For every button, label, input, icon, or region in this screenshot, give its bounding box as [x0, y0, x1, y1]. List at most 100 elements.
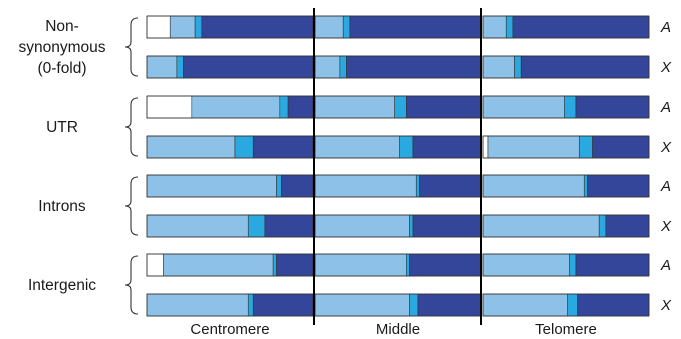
bar-segment-r3-c2-s0 — [482, 135, 489, 159]
bar-segment-r0-c0-s3 — [201, 15, 314, 39]
bar-segment-r0-c1-s3 — [349, 15, 482, 39]
column-label-1: Middle — [376, 321, 420, 338]
bar-segment-r4-c1-s3 — [419, 174, 482, 198]
bar-outline-r6-c2 — [482, 253, 650, 277]
bar-segment-r4-c2-s1 — [482, 174, 585, 198]
bar-segment-r7-c1-s3 — [417, 293, 482, 317]
bar-segment-r1-c0-s1 — [146, 55, 178, 79]
bar-outline-r0-c2 — [482, 15, 650, 39]
bar-segment-r1-c2-s2 — [514, 55, 522, 79]
bar-segment-r2-c2-s3 — [575, 95, 650, 119]
bar-segment-r7-c2-s1 — [482, 293, 568, 317]
bar-segment-r0-c1-s2 — [342, 15, 351, 39]
bar-segment-r4-c0-s3 — [281, 174, 314, 198]
bar-segment-r2-c1-s3 — [405, 95, 482, 119]
bar-segment-r6-c0-s1 — [163, 253, 274, 277]
bar-segment-r5-c0-s1 — [146, 214, 249, 238]
bar-segment-r6-c2-s3 — [575, 253, 650, 277]
bar-segment-r2-c2-s2 — [564, 95, 577, 119]
brace-0 — [124, 17, 139, 77]
group-label-3-line-0: Intergenic — [28, 277, 96, 294]
bar-segment-r6-c0-s2 — [272, 253, 277, 277]
bar-segment-r4-c0-s1 — [146, 174, 277, 198]
bar-outline-r5-c2 — [482, 214, 650, 238]
bar-segment-r7-c0-s2 — [247, 293, 254, 317]
bar-segment-r2-c0-s0 — [146, 95, 193, 119]
row-label-3: X — [660, 139, 672, 156]
bar-segment-r0-c2-s3 — [512, 15, 650, 39]
bar-segment-r3-c1-s1 — [314, 135, 400, 159]
bar-segment-r4-c1-s2 — [415, 174, 420, 198]
bar-segment-r2-c0-s1 — [191, 95, 281, 119]
bar-outline-r4-c2 — [482, 174, 650, 198]
bars-layer — [146, 15, 650, 317]
group-braces — [124, 17, 139, 315]
bar-segment-r0-c0-s0 — [146, 15, 171, 39]
bar-segment-r3-c2-s1 — [487, 135, 580, 159]
row-label-0: A — [660, 19, 671, 36]
bar-segment-r1-c0-s2 — [176, 55, 184, 79]
bar-segment-r2-c1-s1 — [314, 95, 395, 119]
group-label-1-line-0: UTR — [46, 119, 78, 136]
bar-segment-r5-c2-s3 — [605, 214, 650, 238]
bar-outline-r2-c2 — [482, 95, 650, 119]
bar-segment-r7-c0-s1 — [146, 293, 249, 317]
bar-segment-r6-c1-s2 — [405, 253, 410, 277]
brace-3 — [124, 255, 139, 315]
row-label-5: X — [660, 218, 672, 235]
bar-segment-r3-c0-s2 — [234, 135, 254, 159]
row-label-4: A — [660, 178, 671, 195]
bar-segment-r3-c2-s2 — [578, 135, 593, 159]
group-label-0-line-0: Non- — [45, 18, 79, 35]
column-label-2: Telomere — [535, 321, 597, 338]
bar-outline-r1-c2 — [482, 55, 650, 79]
bar-outline-r3-c2 — [482, 135, 650, 159]
row-label-2: A — [660, 99, 671, 116]
bar-segment-r3-c1-s2 — [399, 135, 414, 159]
labels-layer: Non-synonymous (0-fold) UTR Introns Intergen… — [18, 18, 672, 338]
bar-segment-r2-c0-s2 — [279, 95, 289, 119]
bar-segment-r1-c1-s2 — [339, 55, 347, 79]
bar-segment-r4-c2-s3 — [587, 174, 650, 198]
bar-segment-r0-c1-s1 — [314, 15, 344, 39]
bar-segment-r7-c1-s2 — [409, 293, 419, 317]
bar-segment-r3-c0-s3 — [252, 135, 314, 159]
bar-segment-r0-c2-s1 — [482, 15, 507, 39]
bar-segment-r1-c0-s3 — [183, 55, 314, 79]
bar-segment-r0-c2-s2 — [505, 15, 514, 39]
group-label-2-line-0: Introns — [38, 198, 86, 215]
bar-segment-r5-c1-s2 — [409, 214, 414, 238]
bar-outline-r7-c2 — [482, 293, 650, 317]
bar-segment-r5-c1-s1 — [314, 214, 410, 238]
bar-segment-r4-c0-s2 — [276, 174, 282, 198]
brace-1 — [124, 97, 139, 157]
bar-segment-r1-c1-s3 — [346, 55, 482, 79]
bar-segment-r5-c0-s2 — [247, 214, 266, 238]
bar-segment-r6-c1-s1 — [314, 253, 407, 277]
bar-segment-r0-c0-s2 — [194, 15, 203, 39]
bar-segment-r4-c2-s2 — [583, 174, 588, 198]
bar-segment-r6-c0-s0 — [146, 253, 164, 277]
bar-segment-r4-c1-s1 — [314, 174, 417, 198]
bar-segment-r3-c0-s1 — [146, 135, 236, 159]
brace-2 — [124, 176, 139, 236]
column-label-0: Centromere — [190, 321, 269, 338]
bar-segment-r3-c2-s3 — [592, 135, 650, 159]
bar-segment-r2-c1-s2 — [394, 95, 407, 119]
row-label-7: X — [660, 297, 672, 314]
bar-segment-r3-c1-s3 — [412, 135, 482, 159]
bar-segment-r7-c0-s3 — [252, 293, 314, 317]
bar-segment-r1-c2-s3 — [520, 55, 650, 79]
bar-segment-r5-c2-s1 — [482, 214, 600, 238]
column-dividers — [313, 8, 482, 325]
bar-segment-r1-c2-s1 — [482, 55, 515, 79]
bar-segment-r5-c1-s3 — [412, 214, 482, 238]
bar-segment-r7-c1-s1 — [314, 293, 410, 317]
bar-segment-r7-c2-s2 — [567, 293, 578, 317]
bar-segment-r7-c2-s3 — [577, 293, 650, 317]
row-label-1: X — [660, 59, 672, 76]
group-label-0-line-1: synonymous — [18, 39, 105, 56]
bar-segment-r6-c2-s2 — [569, 253, 577, 277]
group-label-0-line-2: (0-fold) — [37, 60, 86, 77]
